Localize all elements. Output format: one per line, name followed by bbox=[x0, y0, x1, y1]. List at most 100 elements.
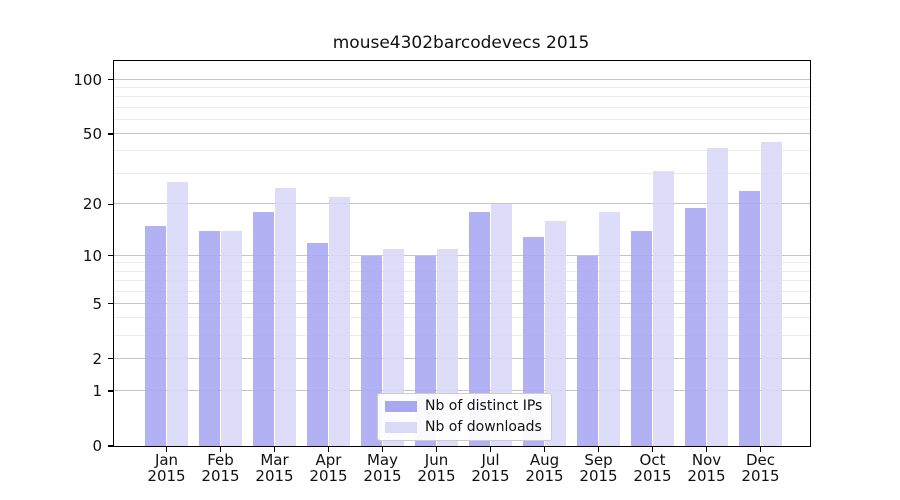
xtick-year-sep: 2015 bbox=[579, 466, 618, 485]
xtick-month-oct: Oct bbox=[639, 451, 666, 469]
ytick-label-50: 50 bbox=[82, 125, 102, 143]
gridline-major-1 bbox=[114, 390, 810, 391]
xtick-may bbox=[381, 447, 384, 452]
xtick-year-apr: 2015 bbox=[309, 466, 348, 485]
legend-item-distinct-ips: Nb of distinct IPs bbox=[385, 399, 542, 413]
xtick-month-aug: Aug bbox=[529, 451, 560, 469]
xtick-label-jul: Jul 2015 bbox=[463, 452, 519, 484]
xtick-feb bbox=[219, 447, 222, 452]
xtick-label-sep: Sep 2015 bbox=[571, 451, 627, 485]
bar-downloads-nov bbox=[707, 147, 728, 446]
bar-distinct-ips-may bbox=[361, 255, 382, 446]
xtick-label-feb: Feb 2015 bbox=[193, 451, 249, 485]
ytick-label-20: 20 bbox=[82, 195, 102, 214]
ytick-10 bbox=[108, 255, 113, 257]
bar-downloads-oct bbox=[653, 171, 674, 446]
xtick-label-mar: Mar 2015 bbox=[247, 452, 303, 485]
ytick-label-0: 0 bbox=[92, 437, 102, 455]
gridline-major-50 bbox=[114, 133, 810, 134]
xtick-month-may: May bbox=[366, 451, 398, 469]
xtick-nov bbox=[705, 447, 708, 452]
bar-downloads-jan bbox=[167, 181, 188, 446]
bar-distinct-ips-oct bbox=[631, 231, 652, 446]
bar-distinct-ips-mar bbox=[253, 212, 274, 446]
xtick-label-dec: Dec 2015 bbox=[733, 452, 789, 485]
xtick-year-oct: 2015 bbox=[633, 466, 672, 485]
ytick-label-2: 2 bbox=[92, 349, 102, 368]
bar-distinct-ips-jul bbox=[469, 212, 490, 446]
bar-downloads-apr bbox=[329, 197, 350, 446]
xtick-jun bbox=[435, 447, 438, 452]
xtick-month-feb: Feb bbox=[207, 451, 234, 469]
legend-swatch-distinct-ips bbox=[385, 400, 417, 412]
legend: Nb of distinct IPs Nb of downloads bbox=[377, 393, 553, 441]
xtick-year-jan: 2015 bbox=[147, 466, 186, 485]
gridline-minor-4 bbox=[114, 317, 810, 319]
gridline-minor-40 bbox=[114, 150, 810, 152]
gridline-minor-90 bbox=[114, 87, 810, 89]
xtick-month-jan: Jan bbox=[154, 451, 179, 469]
gridline-minor-60 bbox=[114, 118, 810, 120]
ytick-5 bbox=[108, 303, 113, 305]
xtick-label-nov: Nov 2015 bbox=[679, 451, 735, 485]
xtick-dec bbox=[759, 447, 762, 452]
xtick-year-nov: 2015 bbox=[687, 466, 726, 485]
chart-title: mouse4302barcodevecs 2015 bbox=[332, 33, 590, 53]
ytick-1 bbox=[108, 390, 113, 392]
xtick-label-jan: Jan 2015 bbox=[139, 451, 195, 485]
gridline-minor-80 bbox=[114, 96, 810, 98]
gridline-minor-3 bbox=[114, 335, 810, 336]
xtick-label-may: May 2015 bbox=[355, 451, 411, 485]
xtick-jul bbox=[489, 447, 492, 452]
xtick-month-sep: Sep bbox=[584, 451, 613, 469]
xtick-label-aug: Aug 2015 bbox=[517, 451, 573, 485]
xtick-jan bbox=[165, 447, 168, 452]
ytick-20 bbox=[108, 203, 113, 206]
xtick-year-feb: 2015 bbox=[201, 466, 240, 485]
legend-item-downloads: Nb of downloads bbox=[385, 420, 542, 434]
xtick-label-jun: Jun 2015 bbox=[409, 451, 465, 484]
bar-distinct-ips-feb bbox=[199, 231, 220, 446]
bar-downloads-dec bbox=[761, 142, 782, 446]
xtick-year-dec: 2015 bbox=[741, 466, 780, 485]
xtick-label-oct: Oct 2015 bbox=[625, 451, 681, 485]
gridline-minor-70 bbox=[114, 106, 810, 108]
gridline-minor-9 bbox=[114, 262, 810, 264]
xtick-oct bbox=[651, 447, 654, 452]
bar-downloads-aug bbox=[545, 221, 566, 446]
xtick-month-jun: Jun bbox=[424, 451, 449, 469]
gridline-major-10 bbox=[114, 254, 810, 256]
bar-distinct-ips-apr bbox=[307, 242, 328, 446]
ytick-label-100: 100 bbox=[73, 70, 102, 89]
xtick-mar bbox=[273, 447, 276, 452]
xtick-year-mar: 2015 bbox=[255, 466, 294, 485]
gridline-major-5 bbox=[114, 302, 810, 304]
gridline-minor-8 bbox=[114, 270, 810, 272]
xtick-apr bbox=[327, 447, 330, 452]
bar-downloads-feb bbox=[221, 231, 242, 446]
xtick-label-apr: Apr 2015 bbox=[301, 451, 357, 485]
bar-distinct-ips-dec bbox=[739, 190, 760, 446]
ytick-label-1: 1 bbox=[92, 382, 102, 400]
ytick-2 bbox=[108, 358, 113, 360]
bar-distinct-ips-sep bbox=[577, 255, 598, 446]
ytick-label-5: 5 bbox=[92, 294, 102, 313]
xtick-aug bbox=[543, 447, 546, 452]
legend-label-distinct-ips: Nb of distinct IPs bbox=[425, 398, 543, 414]
xtick-year-may: 2015 bbox=[363, 466, 402, 485]
xtick-year-aug: 2015 bbox=[525, 466, 564, 485]
xtick-sep bbox=[597, 447, 600, 452]
xtick-month-apr: Apr bbox=[315, 451, 342, 469]
ytick-0 bbox=[108, 445, 113, 447]
gridline-minor-6 bbox=[114, 290, 810, 292]
bar-downloads-mar bbox=[275, 187, 296, 446]
gridline-major-100 bbox=[114, 78, 810, 80]
plot-area: Jan 2015 Feb 2015 Mar 2015 Apr 2015 May 2015 Jun 20… bbox=[73, 60, 811, 483]
gridline-minor-7 bbox=[114, 280, 810, 281]
gridline-major-20 bbox=[114, 203, 810, 205]
ytick-100 bbox=[108, 79, 113, 81]
bar-distinct-ips-jan bbox=[145, 226, 166, 446]
xtick-month-nov: Nov bbox=[691, 451, 722, 469]
ytick-50 bbox=[108, 133, 113, 135]
